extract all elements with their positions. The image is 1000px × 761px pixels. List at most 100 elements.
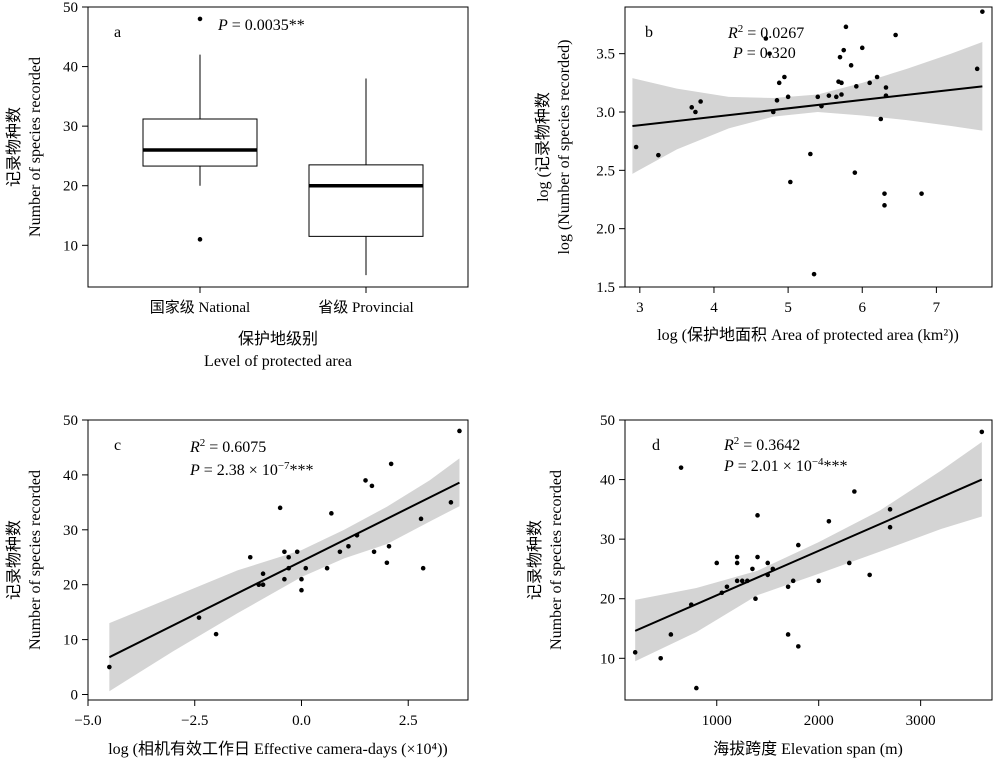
c-data-point [107, 664, 112, 670]
d-data-point [887, 507, 893, 512]
b-data-point [859, 45, 865, 51]
c-data-point [420, 565, 426, 571]
panel-a-plot-frame [87, 6, 469, 288]
d-data-point [753, 596, 758, 602]
d-ci-band-shape [635, 442, 982, 662]
d-data-point [755, 513, 760, 518]
c-data-point [286, 565, 291, 571]
panel-a-y-label-cn: 记录物种数 [5, 107, 23, 187]
panel-c-letter: c [114, 437, 121, 454]
panel-b-scatter: b R2 = 0.0267 P = 0.320 1.52.02.53.03.5 … [534, 6, 993, 344]
c-data-point [282, 576, 287, 582]
panel-d-x-label: 海拔跨度 Elevation span (m) [713, 740, 903, 758]
panel-c-plot-frame [87, 419, 469, 701]
d-data-point [688, 602, 694, 607]
panel-a-box-plot: a P = 0.0035** 10 20 30 40 50 国家级 National 省级… [5, 0, 469, 370]
c-data-point [371, 549, 377, 555]
d-data-point [765, 560, 771, 566]
b-data-point [776, 80, 782, 86]
b-data-point [837, 54, 843, 60]
d-x-tick-label: 3000 [906, 713, 936, 729]
d-data-point [755, 554, 760, 560]
panel-b-confidence-band [632, 42, 983, 174]
c-x-tick-label: −5.0 [74, 713, 101, 729]
b-data-point [841, 47, 847, 53]
c-y-tick-label: 20 [63, 578, 78, 594]
b-data-point [656, 152, 661, 158]
b-data-point [848, 63, 854, 68]
b-y-tick-label: 3.5 [596, 47, 615, 63]
panel-d-scatter: d R2 = 0.3642 P = 2.01 × 10−4*** 10 20 30 4… [526, 413, 993, 758]
panel-d-y-label-en: Number of species recorded [548, 470, 565, 650]
b-data-point [883, 93, 889, 98]
c-y-tick-label: 30 [63, 523, 78, 539]
c-data-point [346, 543, 351, 549]
a-y-tick-label: 50 [63, 0, 78, 16]
d-data-point [867, 572, 872, 578]
b-y-tick-label: 2.5 [596, 163, 615, 179]
panel-c-x-ticks: −5.0 −2.5 0.0 2.5 [74, 700, 418, 729]
b-y-tick-label: 3.0 [596, 105, 615, 121]
panel-b-x-label: log (保护地面积 Area of protected area (km²)) [657, 326, 959, 344]
d-y-tick-label: 40 [600, 473, 615, 489]
c-data-point [286, 554, 291, 560]
c-data-point [448, 500, 454, 505]
c-data-point [388, 461, 394, 467]
b-y-tick-label: 1.5 [596, 280, 615, 296]
d-data-point [826, 518, 832, 524]
c-data-point [457, 428, 462, 434]
c-y-tick-label: 40 [63, 468, 78, 484]
d-data-point [678, 465, 684, 470]
d-data-point [734, 560, 740, 566]
b-data-point [767, 51, 772, 56]
a-y-tick-label: 40 [63, 60, 78, 76]
c-data-point [256, 582, 262, 588]
d-data-point [816, 578, 821, 584]
b-data-point [785, 94, 791, 100]
d-data-point [734, 578, 740, 584]
c-data-point [260, 582, 266, 588]
panel-c-points [107, 428, 462, 670]
b-data-point [698, 99, 703, 104]
b-x-tick-label: 3 [636, 300, 644, 316]
c-y-tick-label: 50 [63, 413, 78, 429]
panel-b-points [633, 9, 985, 277]
a-x-category-label: 省级 Provincial [318, 299, 413, 316]
b-data-point [782, 74, 787, 80]
c-data-point [299, 576, 304, 582]
b-data-point [882, 203, 887, 208]
a-y-tick-label: 20 [63, 179, 78, 195]
c-ci-band-shape [109, 458, 460, 692]
c-x-tick-label: 2.5 [399, 713, 418, 729]
panel-a-x-ticks: 国家级 National 省级 Provincial [150, 287, 414, 316]
d-regression-line [634, 478, 983, 632]
b-data-point [788, 179, 793, 185]
panel-b-r-squared: R2 = 0.0267 [727, 23, 804, 42]
d-data-point [724, 584, 730, 590]
c-data-point [418, 516, 424, 522]
panel-d-x-ticks: 1000 2000 3000 [702, 700, 936, 729]
c-data-point [277, 505, 283, 511]
b-y-tick-label: 2.0 [596, 222, 615, 238]
c-data-point [196, 615, 202, 620]
panel-c-fit-line [108, 481, 460, 659]
c-data-point [384, 560, 390, 566]
c-data-point [354, 532, 360, 538]
d-data-point [632, 650, 638, 655]
b-data-point [883, 85, 889, 90]
box-outlier-point [197, 16, 203, 22]
d-data-point [739, 578, 745, 584]
d-data-point [734, 554, 740, 560]
c-data-point [294, 549, 300, 555]
b-data-point [878, 116, 884, 122]
d-data-point [719, 590, 725, 596]
panel-a-letter: a [114, 24, 121, 41]
panel-d-y-label-cn: 记录物种数 [526, 520, 544, 600]
panel-d-confidence-band [635, 442, 982, 662]
b-data-point [843, 24, 849, 30]
panel-c-y-label-en: Number of species recorded [27, 470, 44, 650]
panel-c-scatter: c R2 = 0.6075 P = 2.38 × 10−7*** 0 10 20 30… [5, 413, 469, 758]
panel-a-boxes [142, 16, 424, 276]
panel-c-y-label-cn: 记录物种数 [5, 520, 23, 600]
b-x-tick-label: 5 [784, 300, 792, 316]
